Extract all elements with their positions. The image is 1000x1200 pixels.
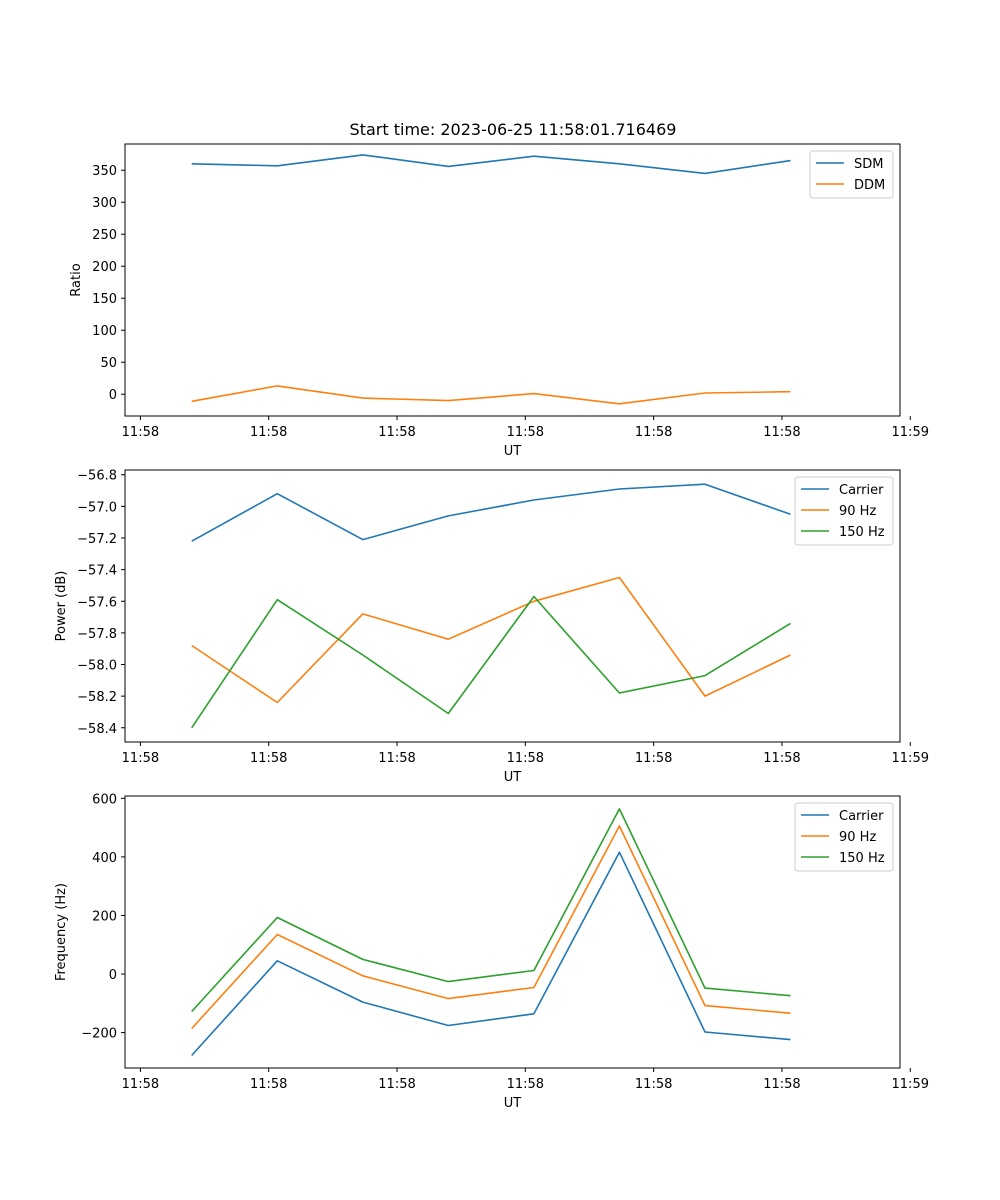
x-tick-label: 11:58 [507, 751, 544, 766]
y-tick-label: 250 [92, 228, 117, 243]
x-tick-label: 11:58 [763, 1077, 800, 1092]
series-line-carrier [191, 483, 791, 542]
series-line-90-hz [191, 825, 791, 1030]
y-tick-label: −57.4 [77, 564, 117, 579]
x-tick-label: 11:58 [250, 425, 287, 440]
x-tick-label: 11:58 [378, 425, 415, 440]
legend: SDM DDM [809, 150, 894, 199]
x-tick-label: 11:58 [635, 425, 672, 440]
subplot-2: 11:58 11:58 11:58 11:58 11:58 11:58 11:59 UT −58… [54, 469, 929, 785]
legend-label: 150 Hz [839, 851, 885, 866]
y-axis-label: Ratio [69, 263, 84, 296]
axes-frame [124, 795, 901, 1069]
y-tick-label: −58.4 [77, 722, 117, 737]
y-tick-label: −57.0 [77, 500, 117, 515]
subplot-1: 11:58 11:58 11:58 11:58 11:58 11:58 11:59 UT 0 50… [69, 143, 929, 459]
x-axis-label: UT [504, 770, 522, 785]
legend-box [794, 802, 894, 872]
legend-label: Carrier [839, 483, 884, 498]
y-tick-label: 50 [100, 356, 117, 371]
series-line-sdm [191, 154, 791, 175]
x-tick-label: 11:58 [250, 751, 287, 766]
axes-frame [124, 143, 901, 417]
x-tick-label: 11:58 [250, 1077, 287, 1092]
y-tick-label: 350 [92, 164, 117, 179]
x-tick-label: 11:58 [507, 1077, 544, 1092]
x-tick-label: 11:58 [378, 1077, 415, 1092]
x-tick-label: 11:59 [892, 425, 929, 440]
y-tick-label: −200 [81, 1027, 117, 1042]
x-tick-label: 11:58 [122, 425, 159, 440]
x-tick-label: 11:58 [122, 751, 159, 766]
x-axis-label: UT [504, 1096, 522, 1111]
x-tick-label: 11:58 [378, 751, 415, 766]
x-tick-label: 11:58 [763, 425, 800, 440]
series-line-150-hz [191, 808, 791, 1013]
series-line-ddm [191, 385, 791, 405]
y-tick-label: −57.2 [77, 532, 117, 547]
x-tick-label: 11:59 [892, 751, 929, 766]
y-tick-label: 400 [92, 851, 117, 866]
legend-label: 90 Hz [839, 504, 876, 519]
y-tick-label: 600 [92, 792, 117, 807]
y-tick-label: 150 [92, 292, 117, 307]
legend-box [794, 476, 894, 546]
x-tick-label: 11:59 [892, 1077, 929, 1092]
series-line-carrier [191, 851, 791, 1056]
y-tick-label: −56.8 [77, 469, 117, 484]
y-tick-label: 300 [92, 196, 117, 211]
x-tick-label: 11:58 [635, 751, 672, 766]
legend-label: DDM [854, 178, 885, 193]
y-tick-label: −58.0 [77, 659, 117, 674]
x-tick-label: 11:58 [507, 425, 544, 440]
y-tick-label: 100 [92, 324, 117, 339]
y-tick-label: 200 [92, 260, 117, 275]
y-tick-label: −57.8 [77, 627, 117, 642]
legend: Carrier 90 Hz 150 Hz [794, 476, 894, 546]
x-tick-label: 11:58 [763, 751, 800, 766]
y-tick-label: 0 [109, 388, 117, 403]
legend-label: SDM [854, 157, 883, 172]
x-tick-label: 11:58 [122, 1077, 159, 1092]
y-tick-label: 200 [92, 909, 117, 924]
figure-title: Start time: 2023-06-25 11:58:01.716469 [350, 120, 677, 139]
legend-label: Carrier [839, 809, 884, 824]
y-axis-label: Frequency (Hz) [54, 883, 69, 981]
series-line-150-hz [191, 595, 791, 729]
series-line-90-hz [191, 576, 791, 704]
x-axis-label: UT [504, 444, 522, 459]
x-tick-label: 11:58 [635, 1077, 672, 1092]
legend-label: 90 Hz [839, 830, 876, 845]
y-tick-label: 0 [109, 968, 117, 983]
y-tick-label: −58.2 [77, 690, 117, 705]
axes-frame [124, 469, 901, 743]
legend-label: 150 Hz [839, 525, 885, 540]
y-tick-label: −57.6 [77, 595, 117, 610]
y-axis-label: Power (dB) [54, 571, 69, 642]
legend: Carrier 90 Hz 150 Hz [794, 802, 894, 872]
subplots-container: 11:58 11:58 11:58 11:58 11:58 11:58 11:59 UT 0 50… [54, 143, 929, 1111]
subplot-3: 11:58 11:58 11:58 11:58 11:58 11:58 11:59 UT −20… [54, 792, 929, 1111]
